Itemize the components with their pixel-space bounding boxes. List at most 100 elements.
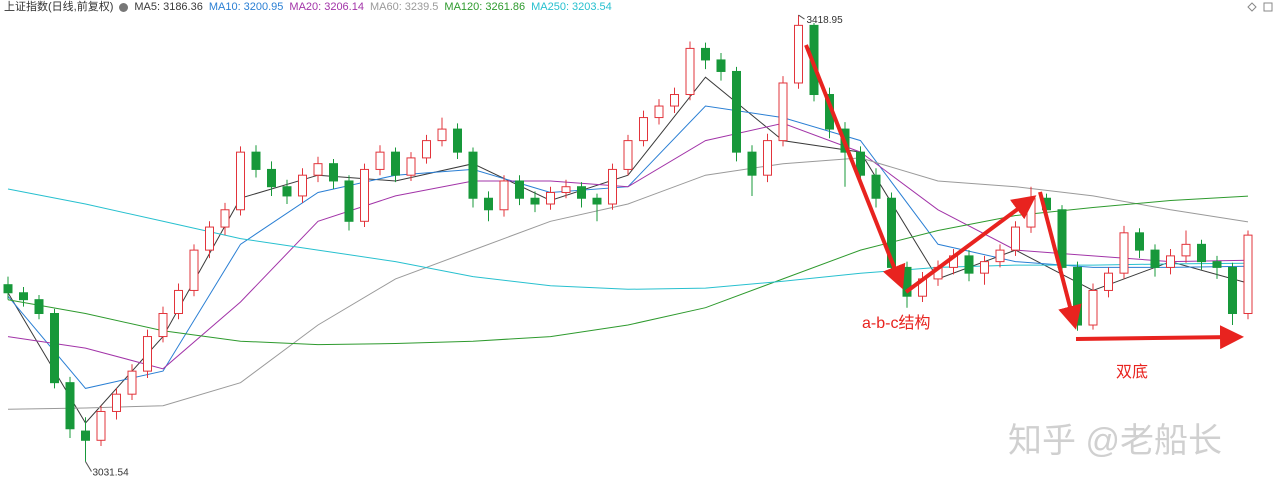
candle-body bbox=[1181, 243, 1191, 257]
candle-body bbox=[515, 180, 524, 199]
candle-body bbox=[794, 24, 803, 84]
settings-icon[interactable] bbox=[119, 3, 129, 12]
legend-value: 3200.95 bbox=[243, 1, 284, 13]
candle-body bbox=[1088, 289, 1098, 326]
candle-body bbox=[65, 382, 75, 430]
min-pointer bbox=[85, 461, 92, 472]
window-icons bbox=[1247, 2, 1273, 12]
candle-body bbox=[871, 174, 881, 199]
candle-body bbox=[592, 197, 602, 205]
candle-body bbox=[189, 249, 199, 291]
legend-label: MA250: bbox=[531, 1, 570, 13]
legend-entry: MA10: 3200.95 bbox=[209, 0, 284, 15]
candle-body bbox=[468, 151, 478, 199]
legend-entry: MA250: 3203.54 bbox=[531, 0, 612, 15]
legend-label: MA10: bbox=[208, 1, 241, 13]
legend-entry: MA5: 3186.36 bbox=[134, 0, 202, 15]
legend-value: 3239.5 bbox=[404, 1, 439, 13]
candle-body bbox=[701, 47, 710, 61]
candle-body bbox=[670, 94, 679, 107]
candle-body bbox=[546, 191, 555, 205]
ma-line bbox=[7, 195, 1249, 346]
legend-value: 3261.86 bbox=[485, 1, 526, 13]
candle-body bbox=[236, 151, 245, 211]
ma-line bbox=[7, 188, 1249, 290]
chart-title: 上证指数(日线,前复权) bbox=[4, 1, 114, 13]
candle-body bbox=[1104, 272, 1113, 291]
icon[interactable] bbox=[1247, 2, 1257, 12]
candle-body bbox=[313, 163, 323, 176]
legend-entry: MA20: 3206.14 bbox=[289, 0, 364, 15]
candle-body bbox=[329, 163, 338, 182]
candle-body bbox=[685, 47, 695, 96]
candle-body bbox=[112, 393, 121, 412]
candle-body bbox=[778, 82, 788, 142]
candle-body bbox=[344, 180, 354, 222]
candle-body bbox=[1135, 232, 1144, 251]
candle-body bbox=[654, 105, 664, 119]
candle-body bbox=[174, 289, 183, 315]
legend-entry: MA120: 3261.86 bbox=[444, 0, 525, 15]
candle-body bbox=[763, 140, 772, 176]
trend-arrows bbox=[804, 44, 1244, 350]
candle-body bbox=[437, 128, 447, 142]
candle-body bbox=[453, 128, 462, 153]
candle-body bbox=[143, 336, 152, 372]
ma-line bbox=[7, 157, 1249, 410]
watermark: 知乎 @老船长 bbox=[1008, 422, 1222, 460]
legend-label: MA120: bbox=[444, 1, 483, 13]
candle-body bbox=[34, 299, 44, 315]
chart-header: 上证指数(日线,前复权) MA5: 3186.36 MA10: 3200.95 MA20… bbox=[4, 0, 612, 15]
candle-body bbox=[406, 157, 416, 176]
annotation: a-b-c结构 bbox=[862, 314, 930, 332]
candle-body bbox=[499, 180, 509, 211]
candle-body bbox=[1011, 226, 1020, 251]
candle-body bbox=[50, 313, 59, 384]
candle-body bbox=[282, 186, 292, 197]
legend-value: 3203.54 bbox=[572, 1, 612, 13]
arrow bbox=[904, 195, 1037, 294]
candle-body bbox=[1166, 255, 1175, 268]
candle-body bbox=[1197, 243, 1206, 263]
candle-body bbox=[220, 209, 230, 228]
candle-body bbox=[81, 430, 90, 441]
candle-body bbox=[747, 151, 757, 176]
max-pointer bbox=[798, 14, 805, 20]
plot bbox=[3, 15, 1253, 462]
ma-line bbox=[7, 122, 1249, 370]
candle-body bbox=[1228, 266, 1237, 315]
candle-body bbox=[530, 197, 540, 205]
candle-body bbox=[608, 168, 617, 205]
arrow bbox=[804, 44, 906, 290]
candle-body bbox=[1073, 266, 1082, 326]
candle-body bbox=[96, 410, 106, 441]
candle-body bbox=[716, 59, 726, 72]
legend-label: MA20: bbox=[289, 1, 322, 13]
candle-body bbox=[639, 117, 648, 142]
candle-body bbox=[577, 186, 586, 199]
candle-body bbox=[375, 151, 385, 170]
candle-body bbox=[19, 292, 28, 301]
arrow bbox=[1075, 325, 1244, 350]
max-label: 3418.95 bbox=[807, 15, 844, 26]
candle-body bbox=[251, 151, 261, 170]
annotation: 双底 bbox=[1116, 363, 1148, 381]
icon[interactable] bbox=[1263, 2, 1273, 12]
candle-body bbox=[623, 140, 633, 170]
arrow bbox=[1038, 191, 1082, 330]
candle-body bbox=[1212, 261, 1222, 268]
candle-body bbox=[127, 370, 137, 395]
candle-body bbox=[205, 226, 214, 251]
candle-body bbox=[1243, 234, 1253, 315]
candle-body bbox=[267, 168, 276, 188]
candle-body bbox=[298, 174, 307, 197]
legend-label: MA60: bbox=[369, 1, 402, 13]
legend-entry: MA60: 3239.5 bbox=[370, 0, 438, 15]
candle-body bbox=[561, 186, 571, 193]
candle-body bbox=[1150, 249, 1160, 268]
candle-body bbox=[856, 151, 865, 176]
candle-body bbox=[964, 255, 974, 274]
legend-label: MA5: bbox=[134, 1, 161, 13]
